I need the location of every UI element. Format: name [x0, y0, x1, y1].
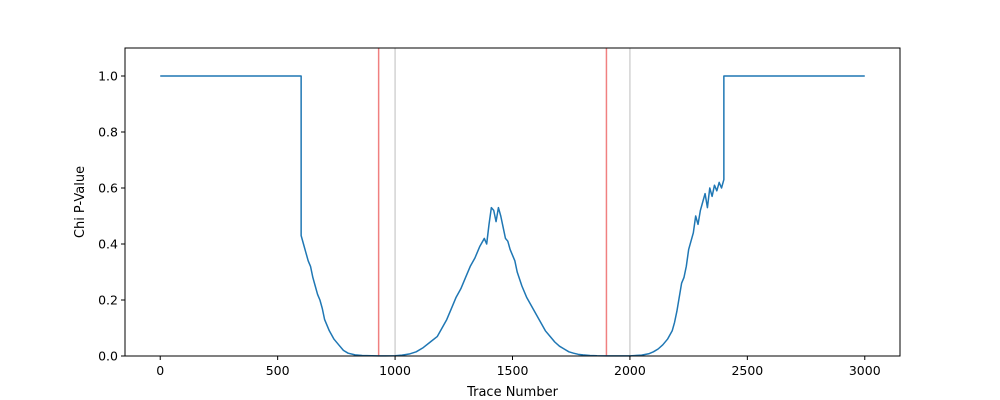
x-axis-label: Trace Number: [466, 385, 558, 400]
x-tick-label: 1500: [497, 363, 529, 378]
y-tick-label: 0.2: [98, 293, 118, 308]
y-tick-label: 0.6: [98, 181, 118, 196]
x-tick-label: 2500: [731, 363, 763, 378]
x-tick-label: 3000: [849, 363, 881, 378]
y-axis-ticks: 0.0 0.2 0.4 0.6 0.8 1.0: [98, 69, 125, 364]
x-tick-label: 1000: [379, 363, 411, 378]
x-tick-label: 0: [156, 363, 164, 378]
y-tick-label: 1.0: [98, 69, 118, 84]
y-tick-label: 0.8: [98, 125, 118, 140]
y-axis-label: Chi P-Value: [73, 166, 88, 238]
x-axis-ticks: 0 500 1000 1500 2000 2500 3000: [156, 356, 881, 378]
series-line-0: [160, 75, 865, 357]
x-tick-label: 2000: [614, 363, 646, 378]
y-tick-label: 0.0: [98, 349, 118, 364]
y-tick-label: 0.4: [98, 237, 118, 252]
x-tick-label: 500: [266, 363, 290, 378]
